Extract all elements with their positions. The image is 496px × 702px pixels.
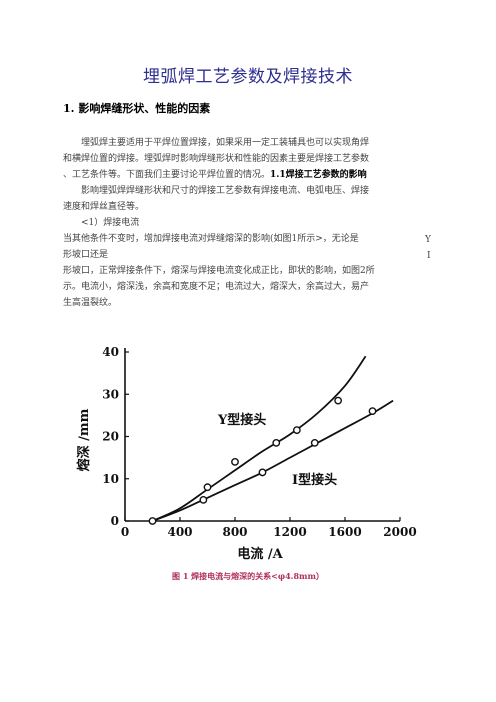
data-point-i-joint: [258, 468, 267, 477]
y-tick-label: 30: [102, 387, 119, 401]
y-axis-label: 熔深 /mm: [76, 408, 92, 471]
y-tick-label: 40: [102, 345, 119, 359]
para3-line4: 示。电流小，熔深浅，余高和宽度不足；电流过大，熔深大，余高过大，易产: [63, 282, 370, 292]
series-line-y-joint: [152, 355, 367, 522]
data-point-y-joint: [231, 457, 239, 466]
x-tick-label: 0: [121, 525, 129, 539]
para3-line2: 形坡口还是: [63, 250, 109, 260]
para1-line3-text: 、工艺条件等。下面我们主要讨论平焊位置的情况。: [63, 170, 271, 180]
series-label-i-joint: I型接头: [292, 472, 337, 488]
list-item-1: <1）焊接电流: [81, 218, 140, 228]
subsection-heading: 1.1焊接工艺参数的影响: [270, 170, 367, 180]
chart-axes: [124, 348, 400, 522]
series-line-i-joint: [152, 399, 394, 522]
data-point-i-joint: [368, 407, 377, 416]
paragraph-1: 埋弧焊主要适用于平焊位置焊接，如果采用一定工装辅具也可以实现角焊 和横焊位置的焊…: [63, 135, 433, 311]
section-heading: 1. 影响焊缝形状、性能的因素: [63, 102, 211, 115]
chart-curves: [152, 355, 394, 522]
y-tick-label: 0: [111, 514, 119, 528]
para1-line2: 和横焊位置的焊接。埋弧焊时影响焊缝形状和性能的因素主要是焊接工艺参数: [63, 154, 370, 164]
chart-ticks: 0 400 800 1200 1600 2000 0 10 20 30 40: [102, 345, 416, 539]
para3-line1: 当其他条件不变时，增加焊接电流对焊缝熔深的影响(如图1所示>，无论是: [63, 234, 359, 244]
data-point-i-joint: [148, 517, 157, 525]
current-vs-penetration-chart: 0 400 800 1200 1600 2000 0 10 20 30 40 电流 /A 熔深 /m…: [76, 345, 417, 562]
x-tick-label: 1200: [273, 525, 306, 539]
data-point-y-joint: [203, 483, 212, 492]
figure-caption: 图 1 焊接电流与熔深的关系<φ4.8mm）: [172, 571, 324, 581]
series-label-y-joint: Y型接头: [217, 412, 266, 428]
data-point-i-joint: [199, 495, 208, 504]
chart-markers: [148, 396, 377, 525]
para2-line1: 影响埋弧焊焊缝形状和尺寸的焊接工艺参数有焊接电流、电弧电压、焊接: [81, 186, 370, 196]
para3-line5: 生高温裂纹。: [63, 298, 118, 308]
para3-right-mark-y: Y: [425, 235, 431, 245]
data-point-i-joint: [310, 438, 319, 447]
para1-line3: 、工艺条件等。下面我们主要讨论平焊位置的情况。1.1焊接工艺参数的影响: [63, 167, 433, 183]
para2-line2: 速度和焊丝直径等。: [63, 202, 145, 212]
para3-line3: 形坡口，正常焊接条件下，熔深与焊接电流变化成正比，即状的影响，如图2所: [63, 266, 375, 276]
data-point-y-joint: [272, 438, 281, 447]
x-tick-label: 800: [222, 525, 247, 539]
para3-right-mark-i: I: [427, 251, 431, 261]
y-tick-label: 10: [102, 472, 119, 486]
x-tick-label: 1600: [328, 525, 361, 539]
data-point-y-joint: [292, 426, 301, 435]
data-point-y-joint: [334, 396, 343, 405]
document-title: 埋弧焊工艺参数及焊接技术: [143, 67, 353, 87]
x-tick-label: 2000: [383, 525, 416, 539]
x-tick-label: 400: [167, 525, 192, 539]
x-axis-label: 电流 /A: [237, 546, 283, 562]
para1-line1: 埋弧焊主要适用于平焊位置焊接，如果采用一定工装辅具也可以实现角焊: [81, 138, 370, 148]
y-tick-label: 20: [102, 430, 119, 444]
